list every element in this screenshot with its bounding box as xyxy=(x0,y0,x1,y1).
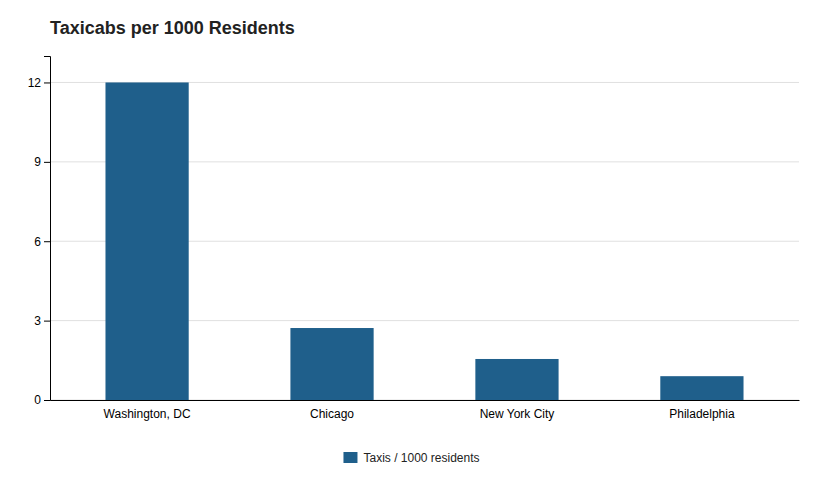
y-tick-label: 6 xyxy=(34,235,41,249)
y-axis-line xyxy=(44,57,51,401)
x-tick: Washington, DC xyxy=(104,407,191,421)
legend-label: Taxis / 1000 residents xyxy=(363,451,479,465)
y-tick-label: 9 xyxy=(34,155,41,169)
x-axis-line xyxy=(51,400,800,401)
x-tick: Philadelphia xyxy=(669,407,735,421)
y-tick: 3 xyxy=(34,314,50,328)
x-tick-label: Philadelphia xyxy=(669,407,735,421)
chart-svg: 0 3 6 9 12 Washington, DC Chicago New York City… xyxy=(0,0,823,480)
y-tick-label: 3 xyxy=(34,314,41,328)
chart-container: 0 3 6 9 12 Washington, DC Chicago New York City… xyxy=(0,0,823,480)
y-tick-label: 12 xyxy=(28,76,42,90)
y-tick: 9 xyxy=(34,155,50,169)
y-tick-mark xyxy=(44,321,50,322)
x-tick: Chicago xyxy=(310,407,354,421)
bar xyxy=(660,376,743,400)
y-tick-label: 0 xyxy=(34,393,41,407)
bar xyxy=(105,82,188,400)
legend-item: Taxis / 1000 residents xyxy=(343,451,479,465)
x-tick-label: New York City xyxy=(480,407,555,421)
legend-swatch xyxy=(343,452,357,463)
y-tick: 0 xyxy=(34,393,50,407)
bar xyxy=(290,328,373,400)
legend: Taxis / 1000 residents xyxy=(343,451,479,465)
x-tick-label: Chicago xyxy=(310,407,354,421)
y-tick: 6 xyxy=(34,235,50,249)
bars xyxy=(105,82,743,400)
grid xyxy=(50,82,799,400)
x-tick-label: Washington, DC xyxy=(104,407,191,421)
y-tick: 12 xyxy=(28,76,50,90)
plot-area: 0 3 6 9 12 Washington, DC Chicago New York City… xyxy=(28,57,800,421)
x-axis: Washington, DC Chicago New York City Philad… xyxy=(51,401,800,421)
bar xyxy=(475,359,558,400)
y-tick-mark xyxy=(44,82,50,83)
chart-title: Taxicabs per 1000 Residents xyxy=(50,18,295,38)
y-tick-mark xyxy=(44,162,50,163)
y-axis: 0 3 6 9 12 xyxy=(28,57,51,408)
y-tick-mark xyxy=(44,241,50,242)
x-tick: New York City xyxy=(480,407,555,421)
y-tick-mark xyxy=(44,400,50,401)
